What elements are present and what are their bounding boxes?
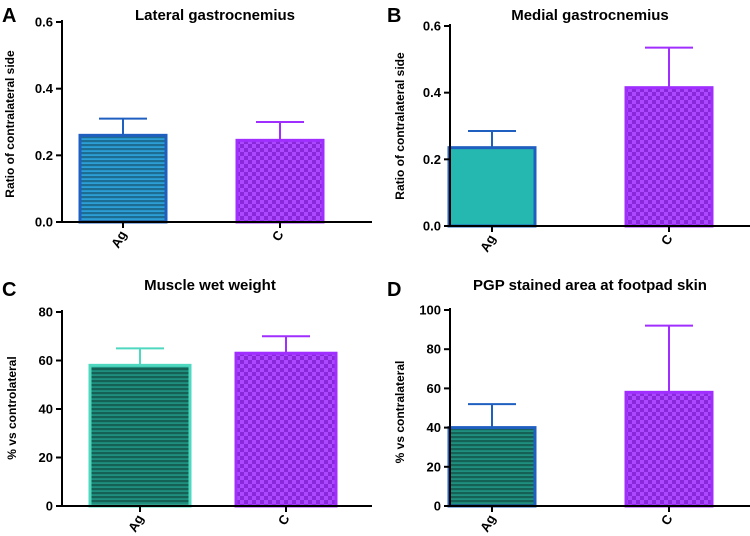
panel-label: C <box>2 279 16 301</box>
bar-pattern <box>626 392 712 506</box>
panel-label: B <box>387 5 401 27</box>
y-tick-label: 100 <box>419 303 441 318</box>
x-tick-label: C <box>658 231 676 247</box>
y-tick-label: 0.0 <box>423 219 441 234</box>
x-tick-label: Ag <box>125 512 147 535</box>
y-axis-label: % vs controlateral <box>5 356 19 459</box>
y-tick-label: 20 <box>39 450 53 465</box>
bar <box>449 147 535 226</box>
plot-area: 0 20 40 60 80 100 Ag C <box>419 303 750 535</box>
x-tick-label: C <box>269 227 287 243</box>
panel-b: B Medial gastrocnemius Ratio of contrala… <box>387 5 750 255</box>
chart-title: Medial gastrocnemius <box>511 7 669 24</box>
x-tick-label: C <box>658 511 676 527</box>
panel-a: A Lateral gastrocnemius Ratio of contral… <box>2 5 372 251</box>
plot-area: 0.0 0.2 0.4 0.6 Ag C <box>35 15 372 251</box>
chart-title: Muscle wet weight <box>144 277 276 294</box>
bar-pattern <box>80 135 166 222</box>
x-tick-label: Ag <box>477 232 499 255</box>
plot-area: 0 20 40 60 80 Ag C <box>39 305 372 535</box>
plot-area: 0.0 0.2 0.4 0.6 Ag C <box>423 19 750 255</box>
chart-title: PGP stained area at footpad skin <box>473 277 707 294</box>
bar-pattern <box>237 140 323 222</box>
y-tick-label: 20 <box>427 459 441 474</box>
x-tick-label: C <box>275 511 293 527</box>
y-tick-label: 0.6 <box>35 15 53 30</box>
y-tick-label: 0 <box>46 499 53 514</box>
y-tick-label: 80 <box>427 342 441 357</box>
y-tick-label: 0.2 <box>423 152 441 167</box>
bar-pattern <box>626 87 712 227</box>
x-tick-label: Ag <box>477 512 499 535</box>
y-tick-label: 40 <box>427 420 441 435</box>
panel-d: D PGP stained area at footpad skin % vs … <box>387 277 750 535</box>
panel-c: C Muscle wet weight % vs controlateral 0… <box>2 277 372 535</box>
panel-label: A <box>2 5 16 27</box>
y-axis-label: Ratio of contralateral side <box>393 52 407 200</box>
y-tick-label: 80 <box>39 305 53 320</box>
y-tick-label: 0.4 <box>423 85 442 100</box>
y-axis-label: Ratio of contralateral side <box>3 50 17 198</box>
y-tick-label: 60 <box>427 381 441 396</box>
x-tick-label: Ag <box>108 228 130 251</box>
bar-pattern <box>236 353 336 506</box>
y-tick-label: 40 <box>39 402 53 417</box>
y-tick-label: 0.6 <box>423 19 441 34</box>
y-tick-label: 0.2 <box>35 148 53 163</box>
bar-pattern <box>449 427 535 506</box>
y-tick-label: 0 <box>434 499 441 514</box>
panel-label: D <box>387 279 401 301</box>
chart-title: Lateral gastrocnemius <box>135 7 295 24</box>
bar-pattern <box>90 365 190 506</box>
y-tick-label: 0.4 <box>35 81 54 96</box>
y-tick-label: 0.0 <box>35 215 53 230</box>
y-tick-label: 60 <box>39 353 53 368</box>
y-axis-label: % vs contralateral <box>393 361 407 464</box>
